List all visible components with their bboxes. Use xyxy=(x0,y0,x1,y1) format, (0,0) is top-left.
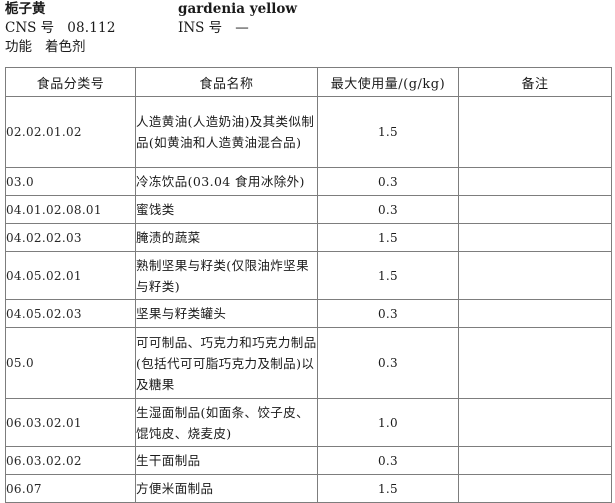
header-row-names: 栀子黄 gardenia yellow xyxy=(5,0,615,19)
cell-remarks xyxy=(458,398,612,447)
cell-max-usage: 1.5 xyxy=(317,223,459,252)
cell-max-usage: 0.3 xyxy=(317,327,459,399)
ins-value: — xyxy=(235,20,249,36)
cell-category-code: 04.01.02.08.01 xyxy=(5,195,136,224)
table-row: 04.05.02.01 熟制坚果与籽类(仅限油炸坚果与籽类) 1.5 xyxy=(5,251,612,300)
cell-remarks xyxy=(458,474,612,503)
table-row: 03.0 冷冻饮品(03.04 食用冰除外) 0.3 xyxy=(5,167,612,196)
cell-food-name: 坚果与籽类罐头 xyxy=(135,299,318,328)
column-header-max-usage: 最大使用量/(g/kg) xyxy=(317,67,459,97)
usage-table-container: 食品分类号 食品名称 最大使用量/(g/kg) 备注 02.02.01.02 人… xyxy=(5,67,612,503)
cell-remarks xyxy=(458,299,612,328)
cns-value: 08.112 xyxy=(67,20,116,36)
function-label: 功能 xyxy=(5,39,32,55)
cell-food-name: 生干面制品 xyxy=(135,446,318,475)
cell-category-code: 06.07 xyxy=(5,474,136,503)
cell-max-usage: 1.5 xyxy=(317,251,459,300)
column-header-food-name: 食品名称 xyxy=(135,67,318,97)
cell-food-name: 生湿面制品(如面条、饺子皮、馄饨皮、烧麦皮) xyxy=(135,398,318,447)
cell-food-name: 熟制坚果与籽类(仅限油炸坚果与籽类) xyxy=(135,251,318,300)
cell-category-code: 06.03.02.01 xyxy=(5,398,136,447)
cell-max-usage: 0.3 xyxy=(317,195,459,224)
cell-remarks xyxy=(458,327,612,399)
ins-label: INS 号 xyxy=(178,20,223,36)
cell-remarks xyxy=(458,223,612,252)
usage-table: 食品分类号 食品名称 最大使用量/(g/kg) 备注 02.02.01.02 人… xyxy=(5,67,612,503)
cell-food-name: 冷冻饮品(03.04 食用冰除外) xyxy=(135,167,318,196)
cell-category-code: 04.02.02.03 xyxy=(5,223,136,252)
substance-name-cn: 栀子黄 xyxy=(5,1,46,17)
cell-food-name: 蜜饯类 xyxy=(135,195,318,224)
table-row: 04.01.02.08.01 蜜饯类 0.3 xyxy=(5,195,612,224)
cell-remarks xyxy=(458,446,612,475)
table-body: 02.02.01.02 人造黄油(人造奶油)及其类似制品(如黄油和人造黄油混合品… xyxy=(5,96,612,503)
substance-name-en: gardenia yellow xyxy=(178,1,298,17)
cell-category-code: 05.0 xyxy=(5,327,136,399)
cell-max-usage: 1.5 xyxy=(317,96,459,168)
cell-food-name: 腌渍的蔬菜 xyxy=(135,223,318,252)
cns-label: CNS 号 xyxy=(5,20,55,36)
function-value: 着色剂 xyxy=(45,39,86,55)
cell-max-usage: 0.3 xyxy=(317,446,459,475)
cell-category-code: 04.05.02.03 xyxy=(5,299,136,328)
cell-max-usage: 1.5 xyxy=(317,474,459,503)
table-row: 06.03.02.02 生干面制品 0.3 xyxy=(5,446,612,475)
table-row: 04.02.02.03 腌渍的蔬菜 1.5 xyxy=(5,223,612,252)
function-field: 功能 着色剂 xyxy=(5,38,86,57)
ins-field: INS 号 — xyxy=(178,19,249,38)
cell-food-name: 方便米面制品 xyxy=(135,474,318,503)
cell-category-code: 06.03.02.02 xyxy=(5,446,136,475)
header-row-function: 功能 着色剂 xyxy=(5,38,615,57)
table-header-row: 食品分类号 食品名称 最大使用量/(g/kg) 备注 xyxy=(5,67,612,97)
cell-remarks xyxy=(458,251,612,300)
cell-remarks xyxy=(458,167,612,196)
cell-max-usage: 1.0 xyxy=(317,398,459,447)
table-row: 06.03.02.01 生湿面制品(如面条、饺子皮、馄饨皮、烧麦皮) 1.0 xyxy=(5,398,612,447)
table-row: 06.07 方便米面制品 1.5 xyxy=(5,474,612,503)
cns-field: CNS 号 08.112 xyxy=(5,19,116,38)
cell-category-code: 03.0 xyxy=(5,167,136,196)
cell-max-usage: 0.3 xyxy=(317,299,459,328)
table-row: 05.0 可可制品、巧克力和巧克力制品(包括代可可脂巧克力及制品)以及糖果 0.… xyxy=(5,327,612,399)
table-head: 食品分类号 食品名称 最大使用量/(g/kg) 备注 xyxy=(5,67,612,97)
table-row: 02.02.01.02 人造黄油(人造奶油)及其类似制品(如黄油和人造黄油混合品… xyxy=(5,96,612,168)
cell-remarks xyxy=(458,96,612,168)
header-row-codes: CNS 号 08.112 INS 号 — xyxy=(5,19,615,38)
cell-food-name: 可可制品、巧克力和巧克力制品(包括代可可脂巧克力及制品)以及糖果 xyxy=(135,327,318,399)
cell-category-code: 04.05.02.01 xyxy=(5,251,136,300)
table-row: 04.05.02.03 坚果与籽类罐头 0.3 xyxy=(5,299,612,328)
cell-remarks xyxy=(458,195,612,224)
column-header-category-code: 食品分类号 xyxy=(5,67,136,97)
column-header-remarks: 备注 xyxy=(458,67,612,97)
cell-max-usage: 0.3 xyxy=(317,167,459,196)
substance-header: 栀子黄 gardenia yellow CNS 号 08.112 INS 号 — 功… xyxy=(0,0,615,57)
cell-category-code: 02.02.01.02 xyxy=(5,96,136,168)
cell-food-name: 人造黄油(人造奶油)及其类似制品(如黄油和人造黄油混合品) xyxy=(135,96,318,168)
